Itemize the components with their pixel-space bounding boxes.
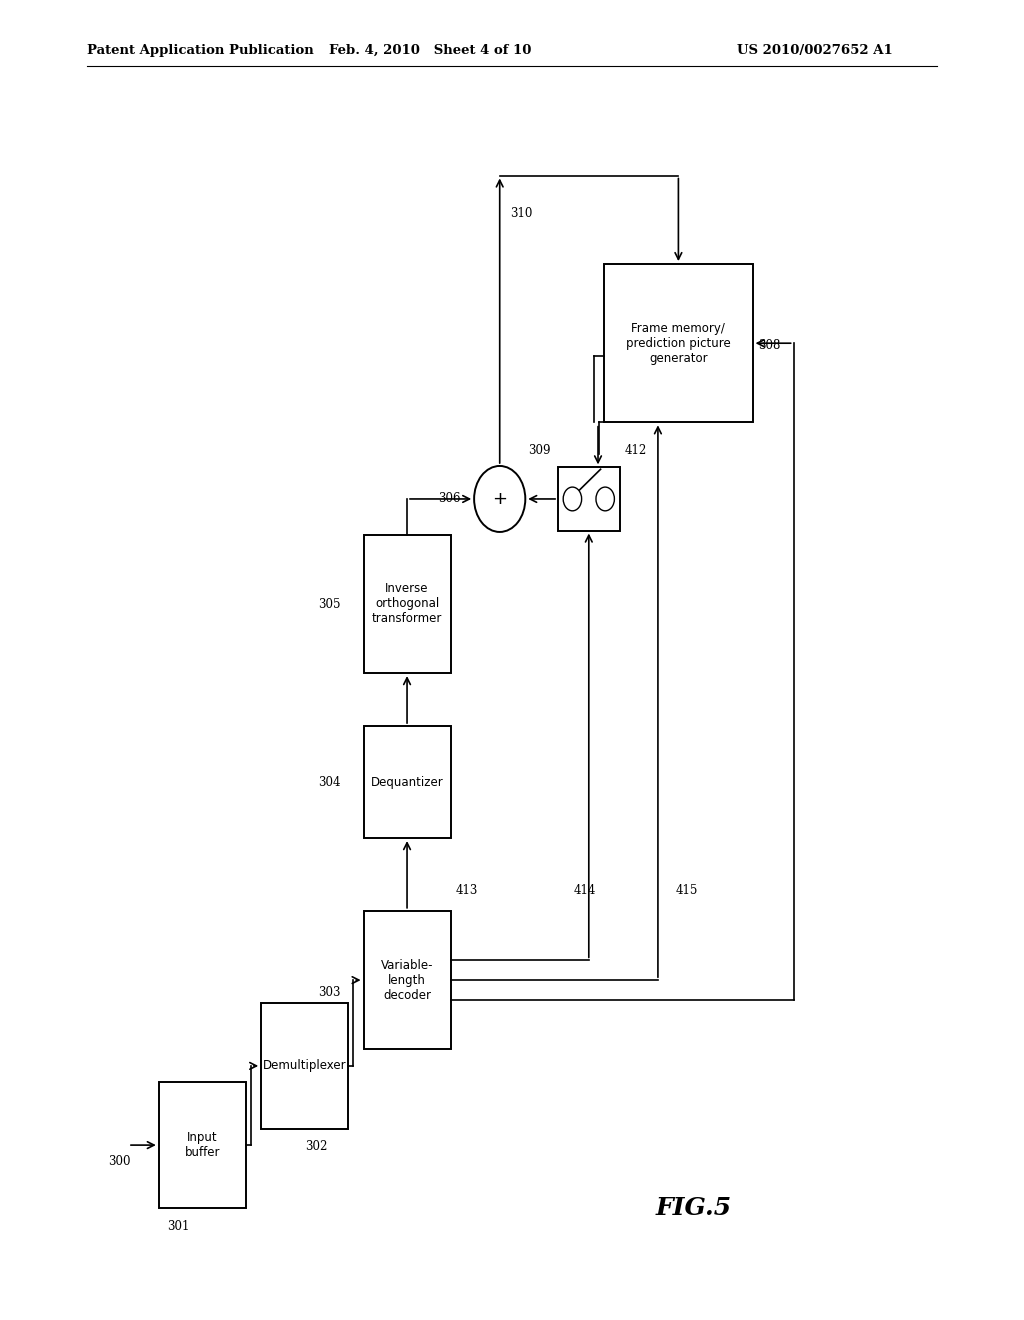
Text: 301: 301 <box>167 1220 189 1233</box>
Circle shape <box>596 487 614 511</box>
Text: 300: 300 <box>109 1155 131 1168</box>
Circle shape <box>474 466 525 532</box>
Text: 310: 310 <box>510 207 532 220</box>
Text: 414: 414 <box>573 884 596 898</box>
Text: 306: 306 <box>438 492 461 506</box>
Text: 303: 303 <box>318 986 341 999</box>
Text: 305: 305 <box>318 598 341 611</box>
Text: Inverse
orthogonal
transformer: Inverse orthogonal transformer <box>372 582 442 626</box>
Text: 413: 413 <box>456 884 478 898</box>
FancyBboxPatch shape <box>364 535 451 673</box>
Text: 412: 412 <box>625 444 647 457</box>
Text: US 2010/0027652 A1: US 2010/0027652 A1 <box>737 44 893 57</box>
FancyBboxPatch shape <box>364 726 451 838</box>
Text: 308: 308 <box>758 339 780 352</box>
Text: 302: 302 <box>305 1140 328 1154</box>
FancyBboxPatch shape <box>558 467 620 531</box>
Text: FIG.5: FIG.5 <box>655 1196 731 1220</box>
Text: Variable-
length
decoder: Variable- length decoder <box>381 958 433 1002</box>
Text: Dequantizer: Dequantizer <box>371 776 443 788</box>
FancyBboxPatch shape <box>159 1082 246 1208</box>
Text: Demultiplexer: Demultiplexer <box>263 1060 346 1072</box>
Text: Patent Application Publication: Patent Application Publication <box>87 44 313 57</box>
Text: 415: 415 <box>676 884 698 898</box>
Text: 304: 304 <box>318 776 341 789</box>
FancyBboxPatch shape <box>261 1003 348 1129</box>
Text: Feb. 4, 2010   Sheet 4 of 10: Feb. 4, 2010 Sheet 4 of 10 <box>329 44 531 57</box>
FancyBboxPatch shape <box>604 264 753 422</box>
Text: Frame memory/
prediction picture
generator: Frame memory/ prediction picture generat… <box>626 322 731 364</box>
Text: +: + <box>493 490 507 508</box>
Text: Input
buffer: Input buffer <box>184 1131 220 1159</box>
Text: 309: 309 <box>528 444 551 457</box>
FancyBboxPatch shape <box>364 911 451 1049</box>
Circle shape <box>563 487 582 511</box>
